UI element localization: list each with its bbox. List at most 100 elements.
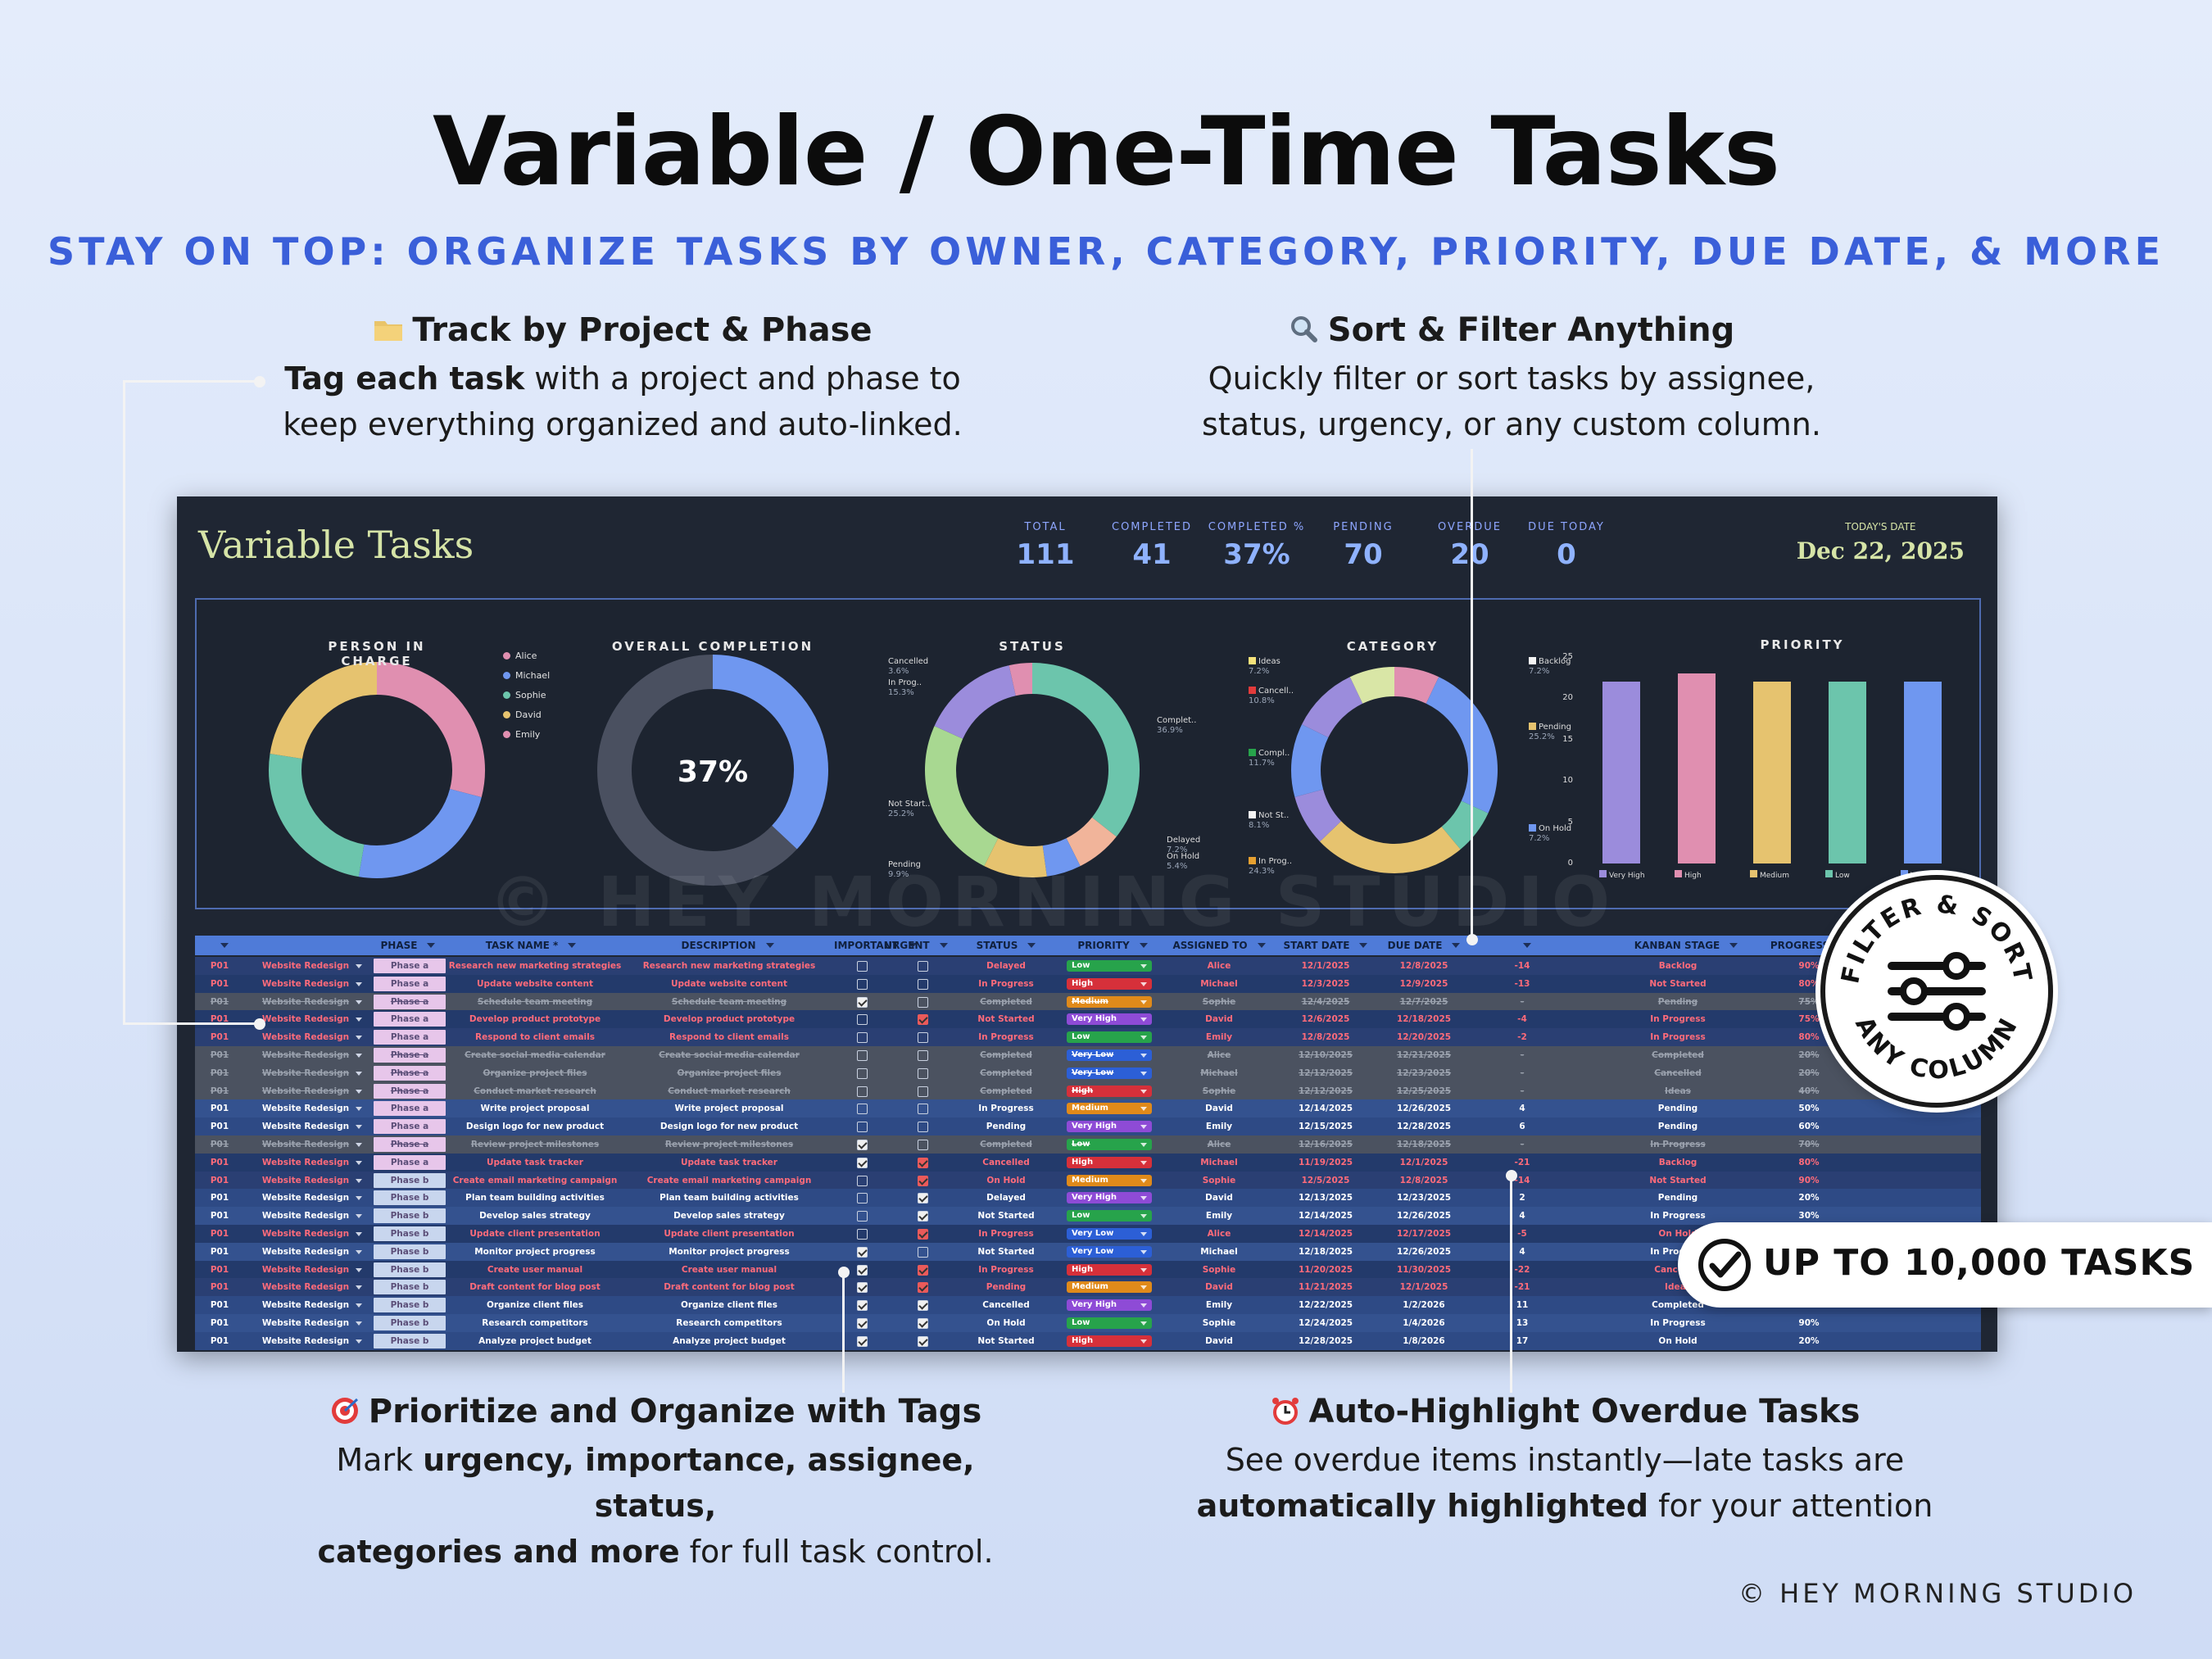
urgent-checkbox[interactable] (918, 1086, 928, 1097)
cell-phase[interactable]: Phase a (374, 1030, 446, 1045)
kanban-stage-cell[interactable]: In Progress (1650, 1211, 1706, 1222)
cell-id[interactable]: P01 (210, 961, 229, 971)
important-checkbox[interactable] (857, 996, 868, 1008)
cell-assign[interactable]: Sophie (1202, 1318, 1236, 1328)
table-row[interactable]: P01 Website Redesign Phase a Conduct market… (195, 1081, 1981, 1100)
kanban-stage-cell[interactable]: In Progress (1650, 1014, 1706, 1025)
table-row[interactable]: P01 Website Redesign Phase a Respond to cli… (195, 1028, 1981, 1046)
kanban-stage-cell[interactable]: Completed (1652, 1300, 1704, 1311)
chevron-down-icon[interactable] (356, 999, 362, 1004)
cell-task[interactable]: Organize project files (483, 1067, 587, 1078)
cell-diff[interactable]: -4 (1517, 1014, 1527, 1025)
cell-proj[interactable]: Website Redesign (244, 1173, 367, 1188)
important-checkbox[interactable] (857, 1140, 868, 1150)
cell-status[interactable]: Completed (980, 1050, 1032, 1060)
cell-prog[interactable]: 40% (1798, 1086, 1820, 1096)
priority-dropdown[interactable]: High (1067, 977, 1152, 990)
chevron-down-icon[interactable] (356, 1321, 362, 1326)
cell-assign[interactable]: Michael (1200, 1157, 1238, 1167)
urgent-checkbox[interactable] (918, 1193, 928, 1204)
important-checkbox[interactable] (857, 1014, 868, 1026)
cell-id[interactable]: P01 (210, 1122, 229, 1132)
cell-diff[interactable]: -22 (1514, 1264, 1530, 1275)
kanban-stage-cell[interactable]: Pending (1657, 1122, 1698, 1132)
cell-desc[interactable]: Review project milestones (664, 1140, 794, 1149)
filter-dropdown-icon[interactable] (220, 943, 229, 948)
cell-proj[interactable]: Website Redesign (244, 977, 367, 991)
cell-phase[interactable]: Phase b (374, 1280, 446, 1295)
cell-desc[interactable]: Organize client files (680, 1300, 778, 1311)
cell-due[interactable]: 12/28/2025 (1396, 1122, 1452, 1132)
important-checkbox[interactable] (857, 1264, 868, 1276)
chevron-down-icon[interactable] (356, 1054, 362, 1058)
chevron-down-icon[interactable] (356, 1125, 362, 1130)
cell-due[interactable]: 12/26/2025 (1396, 1246, 1452, 1257)
cell-phase[interactable]: Phase b (374, 1172, 446, 1188)
cell-start[interactable]: 12/5/2025 (1301, 1175, 1350, 1185)
column-header-status[interactable]: STATUS (949, 936, 1063, 955)
table-row[interactable]: P01 Website Redesign Phase b Create user ma… (195, 1260, 1981, 1279)
cell-desc[interactable]: Conduct market research (668, 1086, 791, 1096)
cell-start[interactable]: 12/24/2025 (1298, 1318, 1353, 1328)
cell-status[interactable]: In Progress (978, 1032, 1034, 1043)
cell-diff[interactable]: - (1520, 1086, 1525, 1096)
cell-status[interactable]: Not Started (977, 1211, 1035, 1222)
cell-desc[interactable]: Develop sales strategy (673, 1211, 785, 1222)
cell-prog[interactable]: 90% (1798, 961, 1820, 971)
cell-prog[interactable]: 70% (1798, 1140, 1820, 1149)
priority-dropdown[interactable]: Medium (1067, 1281, 1152, 1294)
column-header-kanban-stage[interactable]: KANBAN STAGE (1620, 936, 1752, 955)
cell-start[interactable]: 12/28/2025 (1298, 1335, 1353, 1346)
filter-dropdown-icon[interactable] (1139, 943, 1148, 948)
cell-phase[interactable]: Phase a (374, 1154, 446, 1170)
cell-task[interactable]: Analyze project budget (478, 1335, 592, 1346)
priority-dropdown[interactable]: Medium (1067, 1174, 1152, 1186)
cell-start[interactable]: 12/3/2025 (1301, 978, 1350, 989)
cell-task[interactable]: Develop sales strategy (479, 1211, 591, 1222)
important-checkbox[interactable] (857, 1175, 868, 1186)
cell-start[interactable]: 12/15/2025 (1298, 1122, 1353, 1132)
kanban-stage-cell[interactable]: In Progress (1650, 1140, 1706, 1149)
priority-dropdown[interactable]: Very Low (1067, 1067, 1152, 1079)
cell-prog[interactable]: 80% (1798, 1157, 1820, 1167)
column-header-blank-11[interactable] (1473, 936, 1571, 955)
filter-dropdown-icon[interactable] (908, 943, 917, 948)
cell-diff[interactable]: -14 (1514, 961, 1530, 971)
cell-task[interactable]: Organize client files (486, 1300, 584, 1311)
cell-id[interactable]: P01 (210, 1229, 229, 1239)
cell-assign[interactable]: Sophie (1202, 1086, 1236, 1096)
priority-dropdown[interactable]: High (1067, 1263, 1152, 1276)
cell-phase[interactable]: Phase b (374, 1298, 446, 1313)
cell-diff[interactable]: - (1520, 1067, 1525, 1078)
cell-start[interactable]: 12/6/2025 (1301, 1014, 1350, 1025)
cell-phase[interactable]: Phase b (374, 1316, 446, 1330)
cell-assign[interactable]: Alice (1207, 961, 1231, 971)
cell-proj[interactable]: Website Redesign (244, 1334, 367, 1349)
cell-phase[interactable]: Phase b (374, 1226, 446, 1241)
cell-status[interactable]: Pending (986, 1282, 1027, 1293)
important-checkbox[interactable] (857, 1246, 868, 1258)
table-row[interactable]: P01 Website Redesign Phase a Review project… (195, 1135, 1981, 1154)
cell-desc[interactable]: Update task tracker (681, 1157, 777, 1167)
cell-assign[interactable]: David (1205, 1335, 1233, 1346)
column-header-task-name-[interactable]: TASK NAME * (441, 936, 621, 955)
cell-task[interactable]: Create social media calendar (465, 1050, 605, 1060)
cell-due[interactable]: 1/4/2026 (1403, 1318, 1445, 1328)
table-row[interactable]: P01 Website Redesign Phase a Organize proje… (195, 1063, 1981, 1082)
urgent-checkbox[interactable] (918, 978, 928, 990)
cell-start[interactable]: 12/12/2025 (1298, 1067, 1353, 1078)
chevron-down-icon[interactable] (356, 981, 362, 986)
cell-proj[interactable]: Website Redesign (244, 1244, 367, 1259)
cell-due[interactable]: 11/30/2025 (1396, 1264, 1452, 1275)
cell-phase[interactable]: Phase a (374, 1048, 446, 1063)
cell-proj[interactable]: Website Redesign (244, 1084, 367, 1099)
priority-dropdown[interactable]: Very High (1067, 1192, 1152, 1204)
important-checkbox[interactable] (857, 1193, 868, 1204)
kanban-stage-cell[interactable]: Pending (1657, 996, 1698, 1007)
column-header-important[interactable]: IMPORTANT (834, 936, 917, 955)
cell-desc[interactable]: Respond to client emails (669, 1032, 789, 1043)
cell-due[interactable]: 1/2/2026 (1403, 1300, 1445, 1311)
cell-id[interactable]: P01 (210, 1211, 229, 1222)
cell-diff[interactable]: 11 (1516, 1300, 1529, 1311)
cell-id[interactable]: P01 (210, 1140, 229, 1149)
